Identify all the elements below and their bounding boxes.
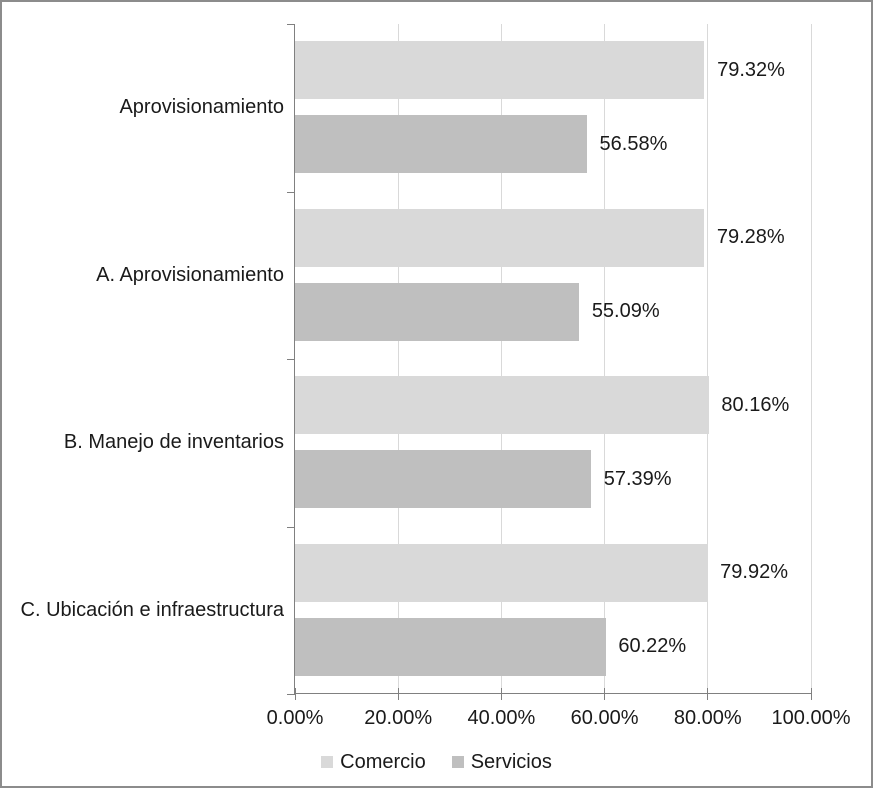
x-axis-tick (294, 688, 296, 700)
plot-area: 0.00% 20.00% 40.00% 60.00% 80.00% 100.00% 79.3… (267, 24, 850, 729)
legend-item-servicios: Servicios (451, 750, 552, 774)
legend: Comercio Servicios (2, 747, 871, 777)
bar-servicios (295, 617, 606, 676)
y-axis-tick (287, 694, 295, 695)
category-label: A. Aprovisionamiento (96, 263, 284, 286)
data-label: 60.22% (618, 635, 687, 657)
x-axis-tick-label: 40.00% (467, 707, 536, 729)
bar-comercio (295, 376, 709, 434)
category-label: Aprovisionamiento (119, 96, 284, 119)
x-axis-tick (397, 688, 399, 700)
bar-comercio (295, 208, 705, 267)
data-label: 57.39% (603, 467, 672, 490)
gridline (500, 24, 502, 693)
y-axis-tick (287, 24, 295, 25)
bar-servicios (295, 282, 580, 341)
x-axis-tick (707, 688, 709, 700)
legend-swatch-icon (451, 756, 464, 768)
data-label: 56.58% (599, 132, 668, 155)
y-axis-tick (287, 191, 295, 193)
bar-servicios (295, 450, 592, 508)
x-axis-tick (810, 688, 812, 700)
x-axis-tick-label: 60.00% (570, 707, 639, 729)
bar-servicios (295, 115, 587, 173)
category-label: B. Manejo de inventarios (63, 431, 284, 454)
legend-item-comercio: Comercio (321, 751, 426, 774)
data-label: 55.09% (591, 300, 660, 322)
category-label: C. Ubicación e infraestructura (20, 598, 284, 621)
x-axis-tick (604, 688, 606, 700)
x-axis-tick-label: 100.00% (771, 707, 851, 729)
data-label: 79.32% (717, 58, 785, 81)
data-label: 80.16% (721, 393, 790, 416)
legend-swatch-icon (321, 756, 334, 768)
x-axis-tick-label: 20.00% (364, 707, 433, 729)
y-axis-tick (287, 526, 295, 528)
data-label: 79.28% (716, 226, 785, 248)
x-axis-tick (500, 688, 502, 700)
y-axis-tick (287, 359, 295, 360)
gridline (810, 24, 812, 693)
legend-label: Comercio (340, 750, 426, 773)
gridline (397, 24, 399, 693)
gridline (707, 24, 709, 693)
bar-comercio (295, 543, 708, 602)
data-label: 79.92% (720, 561, 789, 583)
legend-label: Servicios (470, 750, 552, 773)
x-axis-tick-label: 80.00% (673, 707, 742, 729)
bar-comercio (295, 41, 705, 99)
gridline (604, 24, 606, 693)
x-axis-tick-label: 0.00% (266, 707, 324, 729)
